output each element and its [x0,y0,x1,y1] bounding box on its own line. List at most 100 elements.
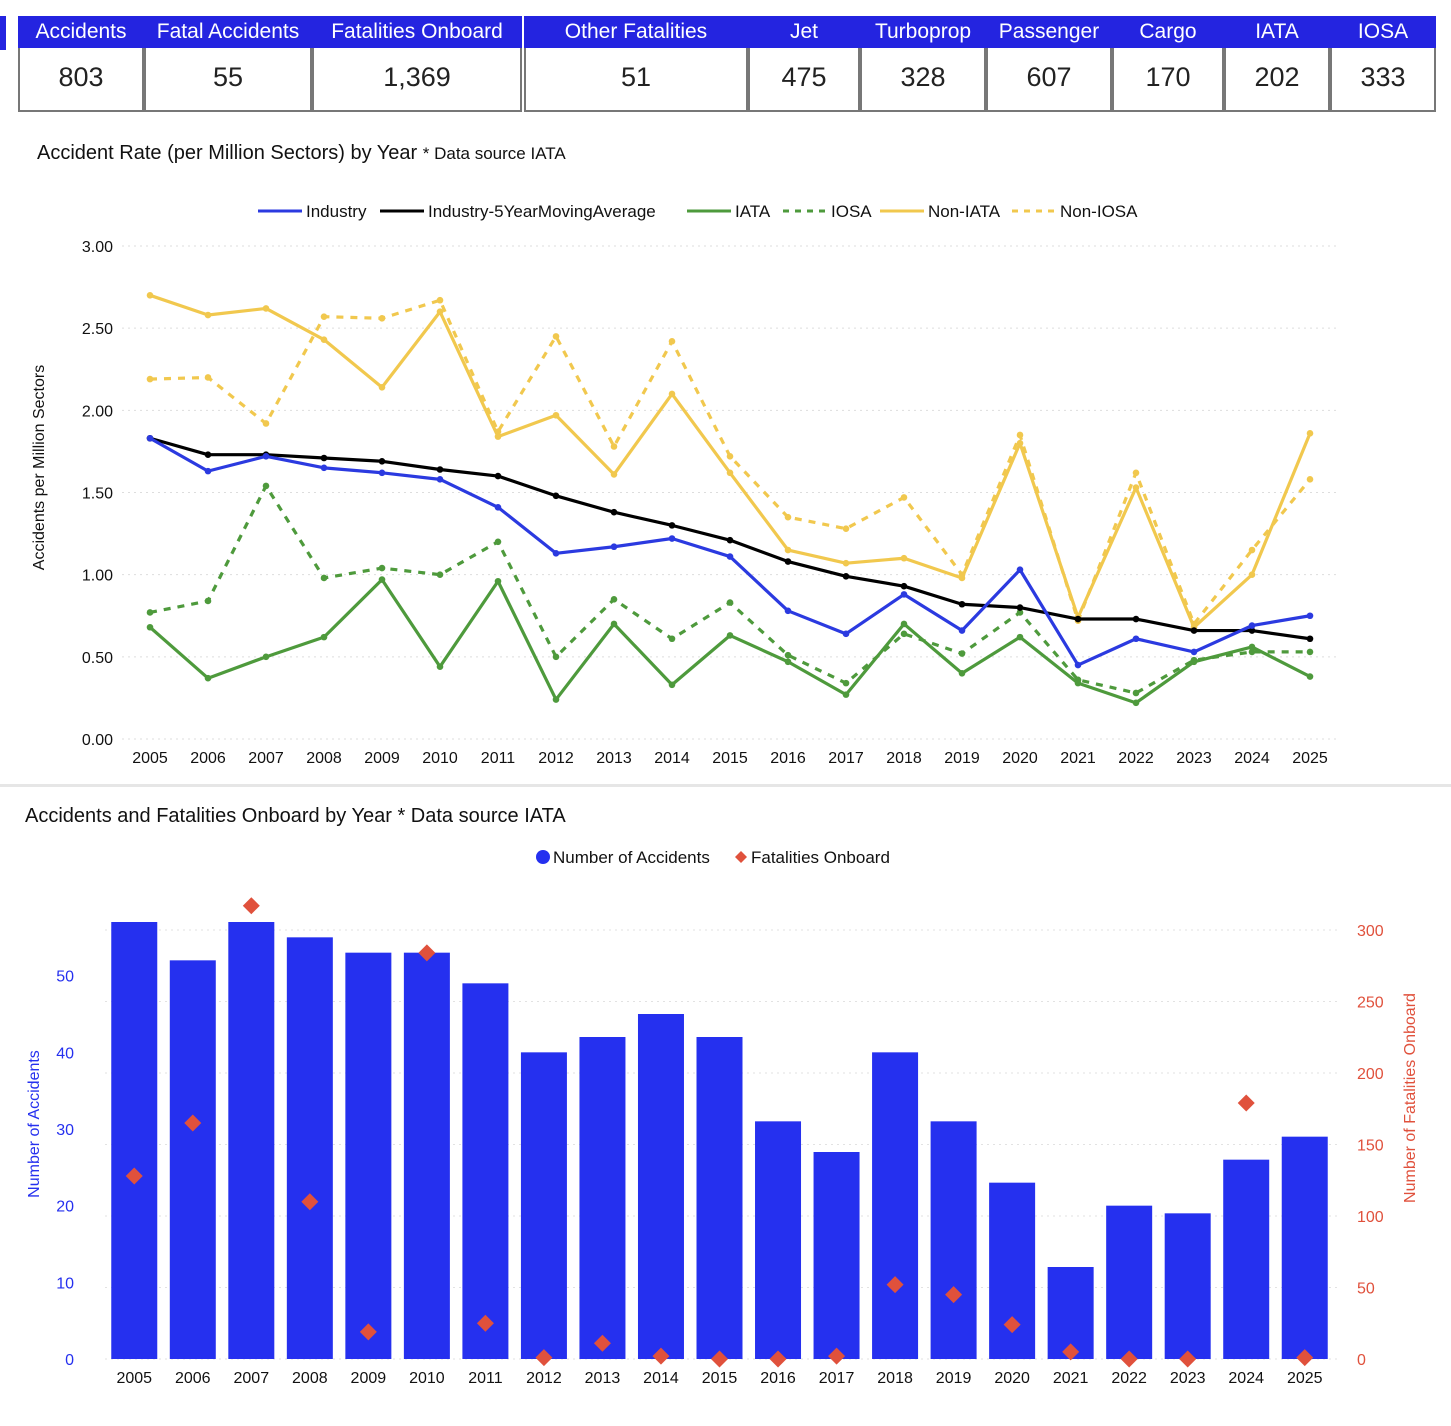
point-non-iosa [1016,431,1024,439]
accident-bar [1164,1213,1211,1359]
accident-bar [462,983,509,1359]
right-y-tick-label: 150 [1357,1138,1384,1155]
point-iata [320,633,328,641]
point-non-iata [378,384,386,391]
kpi-passenger: Passenger 607 [986,16,1112,112]
point-non-iata [320,336,328,343]
right-y-tick-label: 250 [1357,995,1384,1012]
x-tick-label: 2025 [1287,1370,1323,1387]
accident-bar [813,1152,860,1359]
point-industry [958,627,966,634]
point-non-iata [668,390,676,398]
kpi-label: Passenger [986,16,1112,48]
accident-bar [872,1052,919,1359]
point-iosa [146,609,154,616]
point-industry [146,434,154,442]
point-non-iosa [378,315,386,322]
point-iosa [1248,648,1256,656]
point-iata [610,620,618,628]
accident-bar [1223,1159,1270,1359]
point-iosa [320,574,328,582]
left-y-tick-label: 20 [56,1199,74,1216]
x-tick-label: 2006 [175,1370,211,1387]
bar-chart-title: Accidents and Fatalities Onboard by Year… [25,805,566,828]
point-iata [784,658,792,666]
point-industry [668,535,676,542]
point-non-iosa [842,525,850,532]
point-industry [900,591,908,598]
line-chart-title-note: * Data source IATA [422,144,566,163]
legend-marker-number-of-accidents [536,850,550,864]
fatalities-marker [1003,1316,1021,1334]
point-industry-5yearmovingaverage [436,466,444,473]
accident-rate-line-chart: 0.00 0.50 1.00 1.50 2.00 2.50 3.00 2005 2006 2007… [31,202,1336,767]
point-industry-5yearmovingaverage [784,558,792,565]
accident-bar [755,1121,802,1359]
kpi-value: 1,369 [312,48,522,112]
fatalities-marker [242,897,260,915]
point-non-iosa [436,296,444,304]
point-industry [1248,622,1256,629]
accident-bar [579,1037,626,1359]
point-iosa [900,630,908,638]
kpi-value: 607 [986,48,1112,112]
point-iosa [1306,648,1314,656]
point-non-iata [262,305,270,312]
point-non-iosa [900,494,908,501]
fatalities-marker [535,1349,553,1367]
point-non-iosa [204,374,212,381]
point-industry [494,503,502,511]
point-industry-5yearmovingaverage [1306,635,1314,643]
point-non-iosa [784,513,792,521]
accident-bar [1106,1205,1153,1359]
point-industry [842,630,850,638]
point-industry-5yearmovingaverage [668,522,676,529]
x-tick-label: 2011 [481,750,516,767]
left-y-tick-label: 50 [56,969,74,986]
x-tick-label: 2012 [526,1370,562,1387]
legend-label-non-iata: Non-IATA [928,202,1001,221]
x-tick-label: 2010 [409,1370,445,1387]
x-tick-label: 2005 [116,1370,152,1387]
x-tick-label: 2019 [944,750,980,767]
point-industry [1306,612,1314,620]
x-tick-label: 2019 [936,1370,972,1387]
point-non-iata [146,292,154,299]
point-iosa [1132,689,1140,697]
kpi-label: Jet [748,16,860,48]
point-iata [1248,643,1256,651]
kpi-fatalities-onboard: Fatalities Onboard 1,369 [312,16,522,112]
point-industry [262,453,270,460]
point-industry [320,464,328,472]
point-industry [1132,635,1140,643]
line-chart-title-text: Accident Rate (per Million Sectors) by Y… [37,142,418,164]
right-y-tick-label: 0 [1357,1352,1366,1369]
point-industry-5yearmovingaverage [610,508,618,516]
fatalities-marker [828,1347,846,1365]
kpi-other-fatalities: Other Fatalities 51 [524,16,748,112]
x-tick-label: 2021 [1053,1370,1089,1387]
point-industry-5yearmovingaverage [1190,627,1198,634]
fatalities-marker [1062,1343,1080,1361]
point-non-iata [436,308,444,316]
legend-label-fatalities-onboard: Fatalities Onboard [751,848,890,867]
x-tick-label: 2009 [364,750,400,767]
fatalities-marker [1120,1350,1138,1368]
y-axis-label: Accidents per Million Sectors [31,365,48,570]
y-tick-label: 3.00 [82,239,113,256]
point-industry-5yearmovingaverage [842,573,850,580]
point-industry-5yearmovingaverage [494,472,502,480]
x-tick-label: 2011 [468,1370,503,1387]
accidents-fatalities-bar-chart: 0 50 100 150 200 250 300 0 10 20 30 40 50 2005 2006 200… [26,848,1419,1387]
y-tick-label: 1.00 [82,568,113,585]
accident-bar [1281,1136,1328,1359]
legend-label-industry-5yearmovingaverage: Industry-5YearMovingAverage [428,202,656,221]
fatalities-marker [1237,1094,1255,1112]
kpi-label: Accidents [18,16,144,48]
x-tick-label: 2013 [585,1370,621,1387]
x-tick-label: 2007 [234,1370,270,1387]
point-non-iosa [320,313,328,320]
accident-bar [345,952,392,1359]
point-industry [1074,661,1082,669]
point-iata [1132,699,1140,707]
